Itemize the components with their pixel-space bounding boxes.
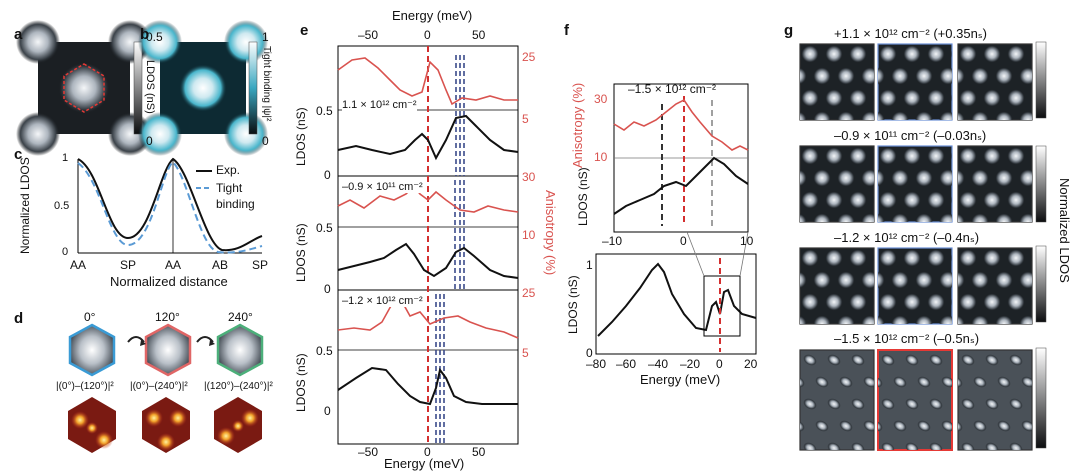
e-row1-ldos-0: 0 <box>324 168 331 182</box>
e-bot-tick-0: 0 <box>424 445 431 459</box>
e-row3-density: –1.2 × 10¹² cm⁻² <box>342 294 423 307</box>
e-top-axis-label: Energy (meV) <box>392 8 473 23</box>
panel-a-map <box>16 20 152 156</box>
e-row2-aniso-bot: 10 <box>522 228 536 242</box>
e-row2-aniso-top: 30 <box>522 170 536 184</box>
c-xtick-aa2: AA <box>165 258 182 272</box>
e-row3-aniso-bot: 5 <box>522 346 529 360</box>
g-colorbar-label: Normalized LDOS <box>1057 178 1072 283</box>
f-full-ylabel: LDOS (nS) <box>566 275 580 334</box>
e-row3-aniso-top: 25 <box>522 286 536 300</box>
d-diff-1: |(0°)–(120°)|² <box>56 381 114 392</box>
c-ytick-0: 0 <box>62 246 69 258</box>
g-row2-label: –0.9 × 10¹¹ cm⁻² (–0.03nₛ) <box>834 128 987 143</box>
c-legend-tb: Tight binding <box>216 181 255 211</box>
b-colorbar-max: 1 <box>262 30 269 44</box>
d-diff-2: |(0°)–(240°)|² <box>130 381 188 392</box>
d-angle-120: 120° <box>155 310 180 324</box>
d-angle-240: 240° <box>228 310 253 324</box>
panel-a-colorbar <box>133 41 143 135</box>
f-zoom-xtick-m10: –10 <box>602 234 623 248</box>
panel-d-difference-maps <box>68 397 262 453</box>
panel-label-g: g <box>784 22 794 39</box>
f-aniso-label: Anisotropy (%) <box>570 82 585 168</box>
f-full-xtick-m80: –80 <box>586 357 607 371</box>
e-row1-aniso-top: 25 <box>522 50 536 64</box>
d-diff-3: |(120°)–(240°)|² <box>204 381 273 392</box>
d-angle-0: 0° <box>84 310 96 324</box>
c-xtick-aa1: AA <box>70 258 87 272</box>
panel-f-full <box>595 231 757 355</box>
e-row3-ylabel: LDOS (nS) <box>294 353 308 412</box>
a-colorbar-min: 0 <box>146 134 153 148</box>
e-bottom-axis-label: Energy (meV) <box>384 456 465 471</box>
e-top-tick-m50: –50 <box>358 28 379 42</box>
f-full-ytick-1: 1 <box>586 258 593 272</box>
panel-label-f: f <box>564 22 569 39</box>
panel-label-d: d <box>14 310 24 327</box>
b-colorbar-min: 0 <box>262 134 269 148</box>
f-full-xtick-m20: –20 <box>680 357 701 371</box>
e-row1-ldos-05: 0.5 <box>316 104 333 118</box>
panel-label-a: a <box>14 26 23 43</box>
g-row4-label: –1.5 × 10¹² cm⁻² (–0.5nₛ) <box>834 331 980 346</box>
e-row2-density: –0.9 × 10¹¹ cm⁻² <box>342 180 423 193</box>
e-row1-density: 1.1 × 10¹² cm⁻² <box>342 98 417 111</box>
e-row2-ldos-05: 0.5 <box>316 221 333 235</box>
e-bot-tick-50: 50 <box>472 445 486 459</box>
c-xtick-sp1: SP <box>120 258 137 272</box>
c-ytick-05: 0.5 <box>54 200 70 212</box>
g-row3-label: –1.2 × 10¹² cm⁻² (–0.4nₛ) <box>834 230 980 245</box>
b-colorbar-label: Tight binding |ψ|² <box>261 46 272 122</box>
e-row3-ldos-05: 0.5 <box>316 344 333 358</box>
panel-label-c: c <box>14 146 23 163</box>
f-full-xtick-20: 20 <box>744 357 758 371</box>
e-bot-tick-m50: –50 <box>358 445 379 459</box>
panel-d-hexagons <box>68 323 264 377</box>
c-ytick-1: 1 <box>62 152 69 164</box>
f-title: –1.5 × 10¹² cm⁻² <box>628 82 717 96</box>
e-right-ylabel: Anisotropy (%) <box>543 190 558 276</box>
a-colorbar-label: LDOS (nS) <box>144 60 156 114</box>
f-full-xtick-0: 0 <box>716 357 723 371</box>
c-legend-exp: Exp. <box>216 163 241 177</box>
f-aniso-30: 30 <box>594 92 608 106</box>
panel-e-plot <box>337 45 519 445</box>
c-xlabel: Normalized distance <box>110 274 228 289</box>
f-zoom-xtick-10: 10 <box>740 234 754 248</box>
f-xlabel: Energy (meV) <box>640 372 721 387</box>
e-row3-ldos-0: 0 <box>324 404 331 418</box>
f-full-xtick-m60: –60 <box>616 357 637 371</box>
g-row1-label: +1.1 × 10¹² cm⁻² (+0.35nₛ) <box>834 26 987 41</box>
f-zoom-xtick-0: 0 <box>680 234 687 248</box>
panel-label-b: b <box>140 26 150 43</box>
e-row2-ldos-0: 0 <box>324 282 331 296</box>
e-top-tick-0: 0 <box>424 28 431 42</box>
panel-c-plot <box>77 157 263 254</box>
panel-g-colorbars <box>1035 41 1047 449</box>
f-full-ytick-0: 0 <box>586 346 593 360</box>
e-top-tick-50: 50 <box>472 28 486 42</box>
e-row2-ylabel: LDOS (nS) <box>294 223 308 282</box>
c-ylabel: Normalized LDOS <box>18 157 32 254</box>
e-row1-aniso-bot: 5 <box>522 112 529 126</box>
f-ldos-label: LDOS (nS) <box>576 167 590 226</box>
a-colorbar-max: 0.5 <box>146 30 163 44</box>
c-xtick-ab: AB <box>212 258 229 272</box>
panel-label-e: e <box>300 22 309 39</box>
panel-b-colorbar <box>248 41 258 135</box>
f-aniso-10: 10 <box>594 150 608 164</box>
f-full-xtick-m40: –40 <box>648 357 669 371</box>
panel-g-maps <box>799 43 1033 451</box>
panel-b-map <box>138 20 268 156</box>
e-row1-ylabel: LDOS (nS) <box>294 107 308 166</box>
panel-f-zoom <box>613 83 749 233</box>
c-xtick-sp2: SP <box>252 258 269 272</box>
